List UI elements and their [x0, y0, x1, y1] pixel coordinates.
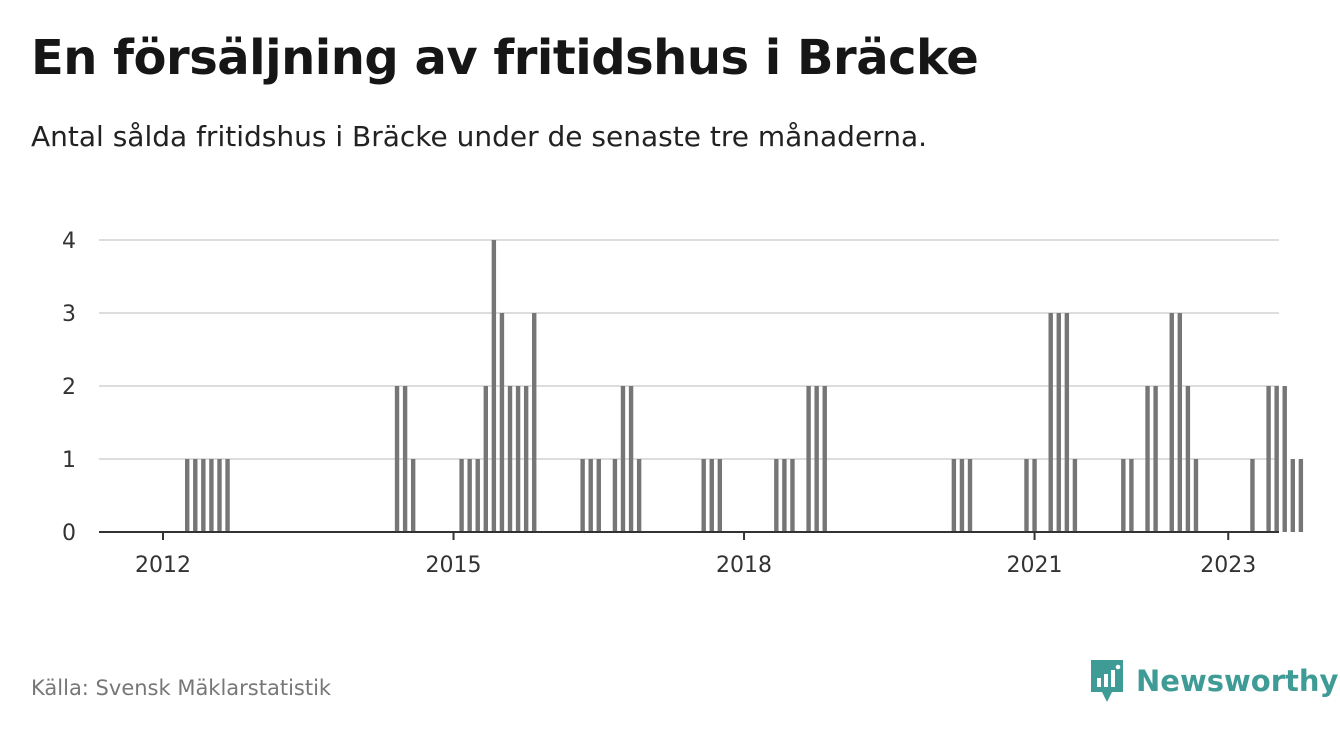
bar — [1282, 386, 1287, 532]
y-tick-label: 4 — [62, 229, 76, 254]
bar — [1274, 386, 1279, 532]
bar — [1145, 386, 1150, 532]
x-tick-label: 2023 — [1200, 553, 1256, 578]
bar — [580, 459, 585, 532]
x-tick-label: 2015 — [426, 553, 482, 578]
bar — [499, 313, 505, 532]
bar — [507, 386, 513, 532]
x-tick-label: 2021 — [1007, 553, 1063, 578]
bar — [483, 386, 488, 532]
bar — [701, 459, 706, 532]
bar — [1298, 459, 1304, 532]
bar — [951, 459, 957, 532]
bar — [1153, 386, 1158, 532]
bar — [822, 386, 827, 532]
bar — [620, 386, 626, 532]
bar — [523, 386, 529, 532]
bar — [1290, 459, 1295, 532]
bar — [1024, 459, 1029, 532]
bar — [1072, 459, 1078, 532]
bar — [394, 386, 400, 532]
chart-title: En försäljning av fritidshus i Bräcke — [31, 30, 979, 86]
bar — [790, 459, 795, 532]
bar-chart: 01234120122015201820212023 — [62, 229, 1304, 578]
brand-logo: Newsworthy — [1088, 658, 1338, 704]
bar — [588, 459, 593, 532]
bar — [1266, 386, 1271, 532]
bar — [1064, 313, 1070, 532]
source-note: Källa: Svensk Mäklarstatistik — [31, 676, 332, 700]
bar — [1121, 459, 1126, 532]
bar — [491, 240, 497, 532]
bar — [1185, 386, 1191, 532]
bar — [806, 386, 811, 532]
bar — [217, 459, 222, 532]
bar — [185, 459, 190, 532]
bar — [1129, 459, 1134, 532]
bar — [467, 459, 472, 532]
x-tick-label: 2018 — [716, 553, 772, 578]
bar — [628, 386, 634, 532]
y-tick-label: 3 — [62, 302, 76, 327]
bar — [782, 459, 787, 532]
bar — [612, 459, 618, 532]
bar — [636, 459, 642, 532]
bar — [515, 386, 521, 532]
bar — [1177, 313, 1183, 532]
bar — [209, 459, 214, 532]
bar — [402, 386, 408, 532]
bar — [967, 459, 973, 532]
newsworthy-icon — [1091, 660, 1123, 702]
bar — [1048, 313, 1053, 532]
bar — [1032, 459, 1037, 532]
bar — [475, 459, 480, 532]
bar — [1056, 313, 1061, 532]
bar — [410, 459, 416, 532]
bar — [814, 386, 819, 532]
bar — [709, 459, 714, 532]
bar — [1169, 313, 1174, 532]
y-tick-label: 1 — [62, 448, 76, 473]
bar — [201, 459, 206, 532]
bar — [532, 313, 537, 532]
bar — [959, 459, 965, 532]
bar — [774, 459, 779, 532]
y-tick-label: 0 — [62, 521, 76, 546]
bar — [1193, 459, 1199, 532]
bar — [459, 459, 464, 532]
bar — [596, 459, 601, 532]
chart-subtitle: Antal sålda fritidshus i Bräcke under de… — [31, 120, 927, 153]
bar — [1250, 459, 1255, 532]
brand-name: Newsworthy — [1136, 664, 1339, 698]
y-tick-label: 2 — [62, 375, 76, 400]
bar — [717, 459, 723, 532]
bar — [193, 459, 198, 532]
x-tick-label: 2012 — [135, 553, 191, 578]
bar — [225, 459, 230, 532]
